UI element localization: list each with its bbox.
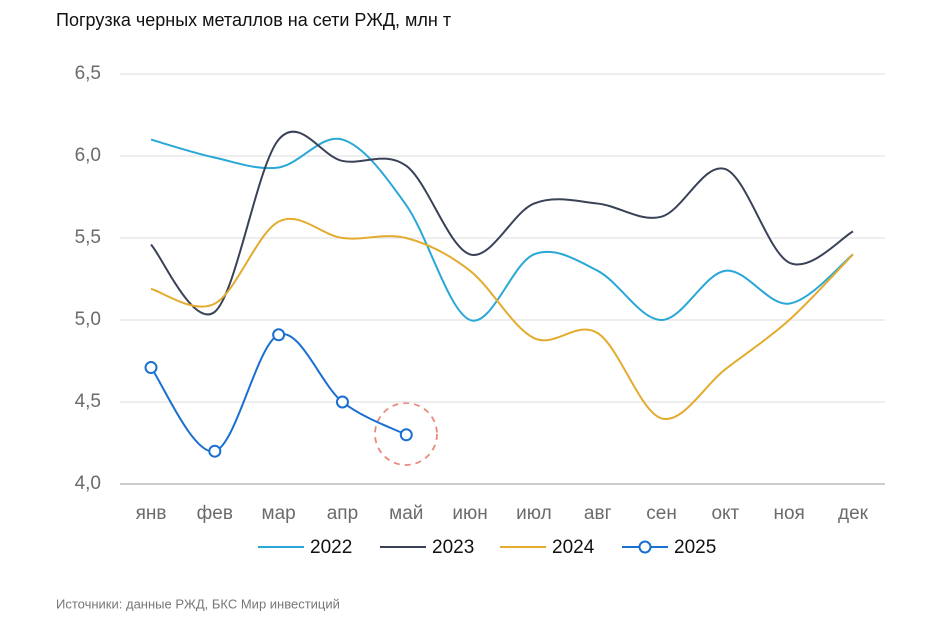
x-tick-label: мар [262, 503, 296, 524]
x-tick-label: янв [136, 503, 167, 524]
series-line [150, 130, 854, 316]
y-tick-label: 6,0 [75, 145, 101, 166]
point-marker [335, 395, 349, 409]
legend-label: 2024 [552, 537, 595, 558]
series-line [150, 333, 407, 453]
series-line [150, 217, 854, 420]
x-tick-label: май [389, 503, 423, 524]
point-marker [144, 361, 158, 375]
x-tick-label: сен [646, 503, 677, 524]
point-marker [208, 444, 222, 458]
x-tick-label: авг [584, 503, 612, 524]
y-tick-label: 5,0 [75, 309, 101, 330]
y-tick-label: 4,5 [75, 391, 101, 412]
x-tick-label: июн [452, 503, 487, 524]
x-tick-label: июл [516, 503, 552, 524]
point-marker [399, 428, 413, 442]
y-tick-label: 5,5 [75, 227, 101, 248]
point-marker [272, 328, 286, 342]
x-tick-label: фев [197, 503, 233, 524]
y-tick-label: 6,5 [75, 63, 101, 84]
legend-label: 2022 [310, 537, 352, 558]
x-tick-label: ноя [774, 503, 805, 524]
legend-label: 2025 [674, 537, 716, 558]
y-tick-label: 4,0 [75, 473, 101, 494]
legend-marker [638, 540, 652, 554]
series-line [150, 137, 854, 322]
legend-label: 2023 [432, 537, 474, 558]
chart-title: Погрузка черных металлов на сети РЖД, мл… [56, 10, 451, 30]
x-tick-label: апр [327, 503, 358, 524]
highlight-circle [374, 402, 438, 466]
x-tick-label: дек [838, 503, 869, 524]
x-tick-label: окт [711, 503, 739, 524]
source-note: Источники: данные РЖД, БКС Мир инвестици… [56, 596, 340, 611]
